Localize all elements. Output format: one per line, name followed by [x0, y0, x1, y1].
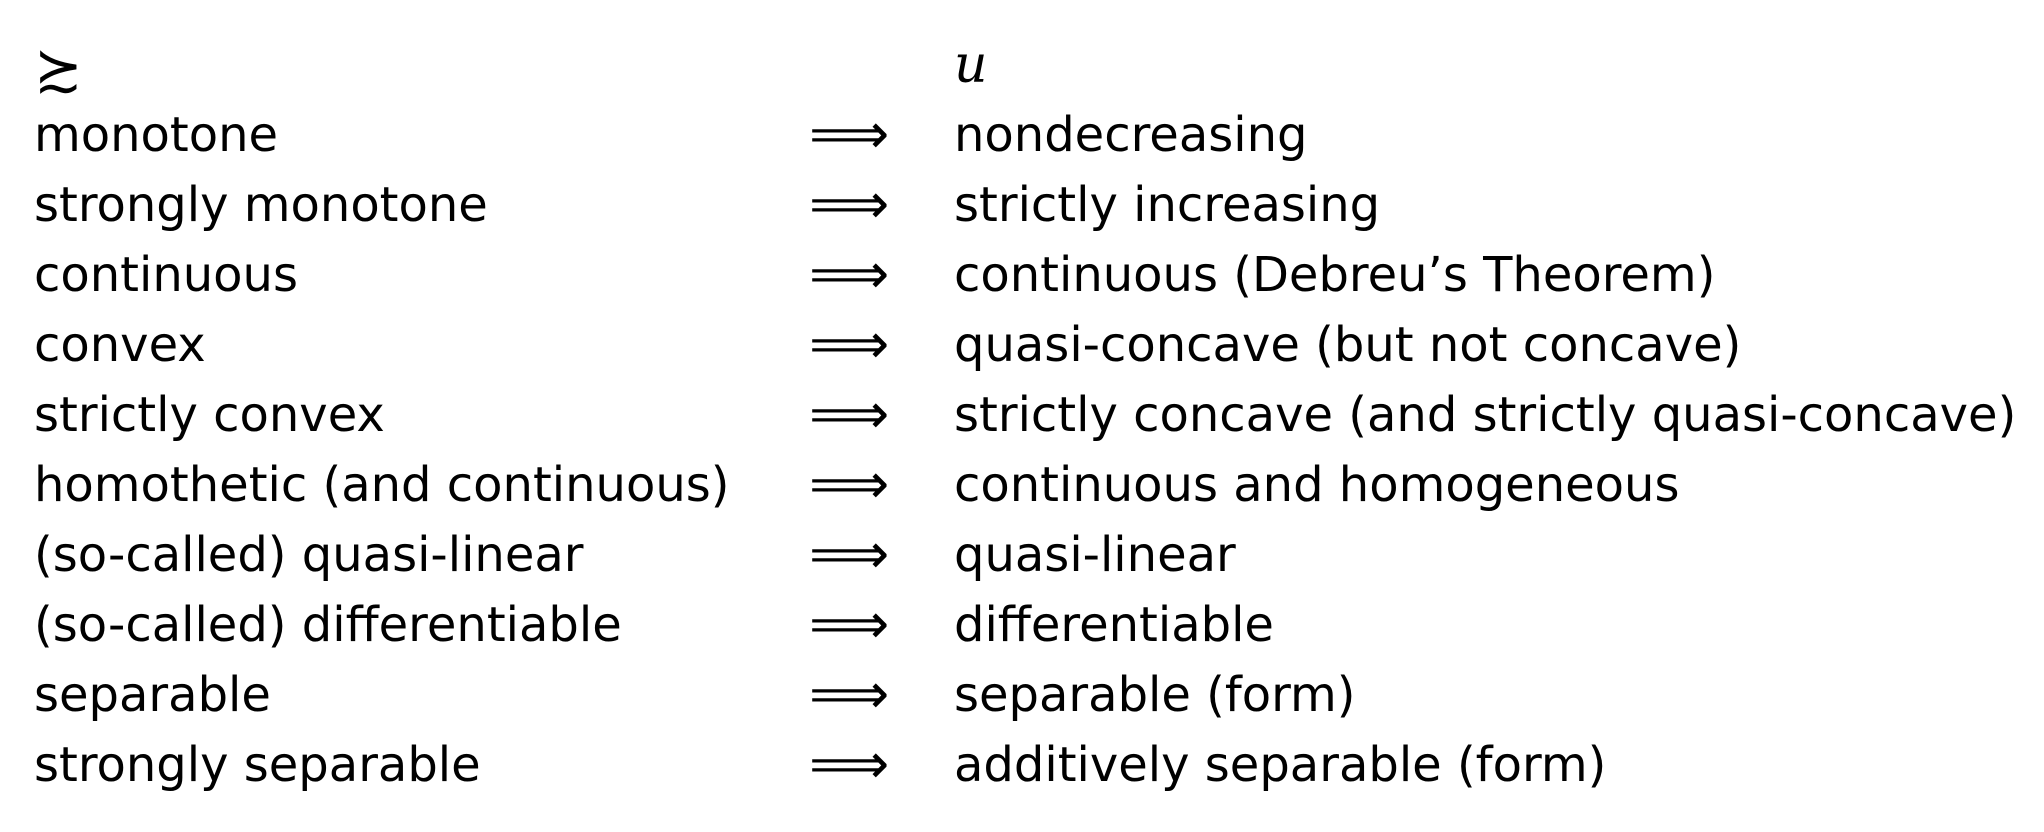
implies-arrow: ⟹: [809, 522, 890, 587]
utility-property: quasi-concave (but not concave): [954, 317, 1742, 373]
utility-property: strictly concave (and strictly quasi-con…: [954, 387, 2017, 443]
utility-property: quasi-linear: [954, 527, 1236, 583]
implies-arrow: ⟹: [809, 452, 890, 517]
preference-property: monotone: [34, 107, 279, 163]
preference-property: strongly monotone: [34, 177, 488, 233]
preference-property: continuous: [34, 247, 298, 303]
utility-property: continuous and homogeneous: [954, 457, 1680, 513]
preference-property: (so-called) quasi-linear: [34, 527, 584, 583]
utility-property: strictly increasing: [954, 177, 1381, 233]
utility-function-symbol: u: [954, 35, 988, 95]
header-spacer: [804, 30, 954, 100]
implies-arrow: ⟹: [809, 662, 890, 727]
implies-arrow: ⟹: [809, 102, 890, 167]
utility-property: additively separable (form): [954, 737, 1607, 793]
implication-table: ≿ u monotone ⟹ nondecreasing strongly mo…: [34, 30, 2016, 800]
preference-property: convex: [34, 317, 206, 373]
implies-arrow: ⟹: [809, 242, 890, 307]
preference-property: strictly convex: [34, 387, 385, 443]
utility-property: separable (form): [954, 667, 1356, 723]
implies-arrow: ⟹: [809, 312, 890, 377]
implies-arrow: ⟹: [809, 382, 890, 447]
preference-property: separable: [34, 667, 271, 723]
preference-property: homothetic (and continuous): [34, 457, 730, 513]
implies-arrow: ⟹: [809, 592, 890, 657]
preference-property: (so-called) differentiable: [34, 597, 622, 653]
preference-relation-symbol: ≿: [34, 35, 83, 103]
preference-property: strongly separable: [34, 737, 481, 793]
implies-arrow: ⟹: [809, 732, 890, 797]
utility-property: continuous (Debreu’s Theorem): [954, 247, 1716, 303]
utility-property: nondecreasing: [954, 107, 1308, 163]
implies-arrow: ⟹: [809, 172, 890, 237]
utility-property: differentiable: [954, 597, 1274, 653]
